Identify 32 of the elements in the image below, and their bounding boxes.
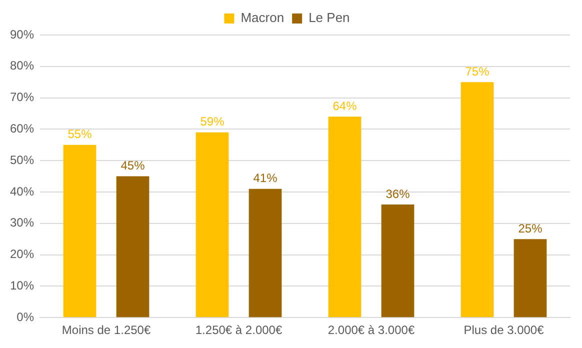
bar bbox=[514, 239, 547, 318]
data-label: 36% bbox=[386, 186, 410, 201]
legend-label: Macron bbox=[240, 10, 284, 26]
y-tick-label: 90% bbox=[10, 27, 34, 42]
bar bbox=[248, 188, 282, 318]
data-label: 64% bbox=[332, 98, 358, 113]
y-tick-label: 20% bbox=[10, 247, 34, 262]
y-tick-label: 60% bbox=[10, 122, 34, 136]
data-label: 59% bbox=[200, 114, 225, 129]
y-tick-label: 70% bbox=[10, 90, 34, 104]
y-tick-label: 50% bbox=[10, 152, 34, 167]
bar bbox=[328, 116, 362, 318]
data-label: 45% bbox=[120, 158, 146, 173]
legend-label: Le Pen bbox=[308, 10, 350, 26]
y-tick-label: 30% bbox=[10, 216, 34, 230]
data-label: 25% bbox=[518, 221, 543, 236]
data-label: 55% bbox=[68, 127, 92, 142]
bar bbox=[460, 82, 494, 318]
x-tick-label: Plus de 3.000€ bbox=[464, 323, 544, 338]
bar bbox=[63, 144, 96, 318]
bar bbox=[116, 176, 150, 318]
x-tick-label: 1.250€ à 2.000€ bbox=[195, 323, 282, 338]
bar bbox=[196, 132, 229, 318]
y-tick-label: 80% bbox=[10, 58, 34, 73]
y-tick-label: 40% bbox=[10, 184, 34, 198]
data-label: 41% bbox=[253, 171, 278, 186]
x-tick-label: Moins de 1.250€ bbox=[62, 323, 151, 338]
y-tick-label: 10% bbox=[10, 278, 34, 293]
y-tick-label: 0% bbox=[16, 310, 34, 324]
data-label: 75% bbox=[465, 64, 490, 78]
x-tick-label: 2.000€ à 3.000€ bbox=[328, 323, 415, 338]
bar bbox=[381, 204, 414, 318]
